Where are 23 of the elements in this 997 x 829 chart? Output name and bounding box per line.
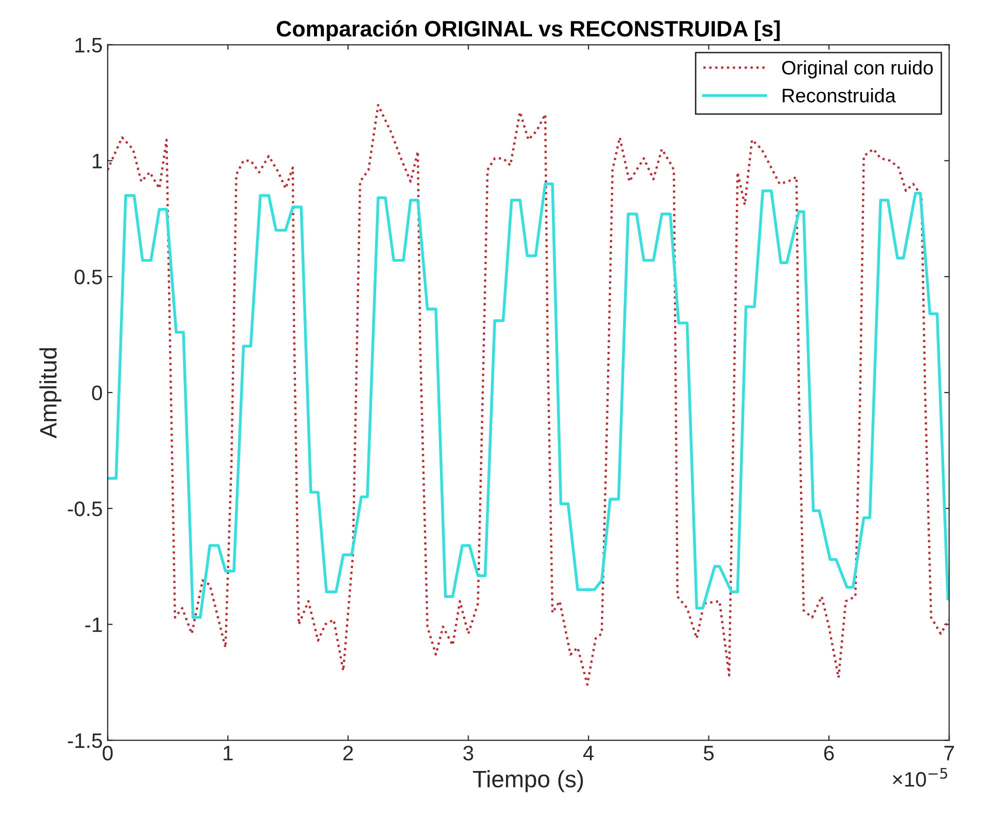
y-tick-label: 0 xyxy=(92,386,102,400)
y-tick-label: -1.5 xyxy=(68,734,102,748)
y-tick-label: 1 xyxy=(92,154,102,168)
legend-label: Original con ruido xyxy=(782,60,933,78)
y-axis-title: Amplitud xyxy=(39,348,62,438)
y-tick-label: 1.5 xyxy=(75,38,102,53)
legend-label: Reconstruida xyxy=(782,88,896,102)
x-axis-title: Tiempo (s) xyxy=(472,770,583,792)
x-tick-label: 4 xyxy=(583,746,594,760)
x-tick-label: 0 xyxy=(102,746,113,760)
line-series xyxy=(108,104,950,686)
x-tick-label: 1 xyxy=(224,746,233,760)
y-tick-label: 0.5 xyxy=(74,270,102,284)
x-tick-label: 3 xyxy=(463,746,474,760)
text: ×10$^{−5}$ xyxy=(892,768,948,787)
x-tick-label: 2 xyxy=(343,746,353,760)
y-tick-label: -0.5 xyxy=(68,501,102,516)
y-tick-label: -1 xyxy=(85,618,102,632)
line-series xyxy=(108,182,950,619)
x-tick-label: 5 xyxy=(704,746,714,760)
x-tick-label: 7 xyxy=(944,746,954,760)
chart-title: Comparación ORIGINAL vs RECONSTRUIDA [s] xyxy=(276,20,780,42)
x-tick-label: 6 xyxy=(824,746,834,760)
